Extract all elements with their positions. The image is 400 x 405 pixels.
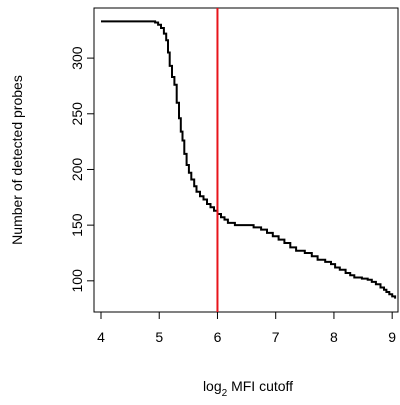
plot-frame (93, 7, 399, 313)
x-tick-label-9: 9 (388, 329, 396, 345)
x-tick-label-5: 5 (155, 329, 163, 345)
y-tick-label-250: 250 (69, 102, 85, 126)
y-tick-label-300: 300 (69, 46, 85, 70)
x-tick-label-4: 4 (97, 329, 105, 345)
x-tick-label-8: 8 (330, 329, 338, 345)
y-axis: 100 150 200 250 300 (69, 46, 94, 293)
x-axis: 4 5 6 7 8 9 (97, 312, 396, 345)
x-tick-label-6: 6 (214, 329, 222, 345)
x-axis-title-suffix: MFI cutoff (227, 378, 293, 394)
x-axis-title-prefix: log (203, 378, 222, 394)
x-axis-title-subscript: 2 (222, 388, 228, 399)
y-axis-title: Number of detected probes (9, 75, 25, 245)
x-axis-title: log2 MFI cutoff (203, 378, 293, 399)
y-tick-label-200: 200 (69, 158, 85, 182)
x-tick-label-7: 7 (272, 329, 280, 345)
series-line (101, 20, 397, 299)
y-tick-label-100: 100 (69, 269, 85, 293)
y-tick-label-150: 150 (69, 213, 85, 237)
